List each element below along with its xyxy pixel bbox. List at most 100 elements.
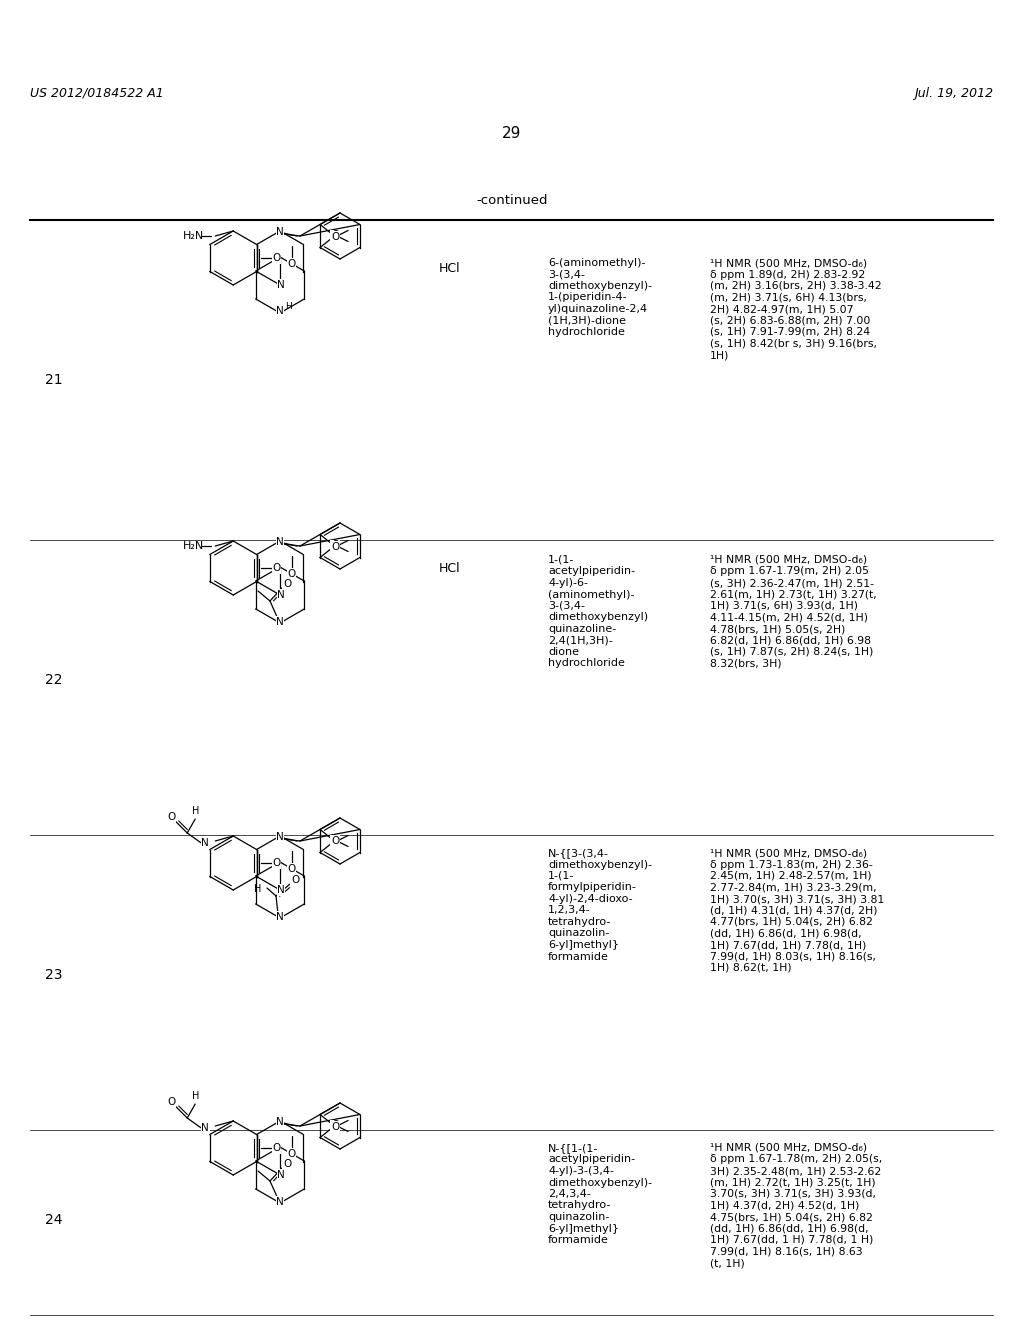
Text: tetrahydro-: tetrahydro- [548, 917, 611, 927]
Text: 2,4,3,4-: 2,4,3,4- [548, 1189, 591, 1199]
Text: Jul. 19, 2012: Jul. 19, 2012 [913, 87, 993, 99]
Text: 2.61(m, 1H) 2.73(t, 1H) 3.27(t,: 2.61(m, 1H) 2.73(t, 1H) 3.27(t, [710, 590, 877, 599]
Text: N: N [276, 1197, 284, 1206]
Text: HCl: HCl [439, 562, 461, 576]
Text: 7.99(d, 1H) 8.16(s, 1H) 8.63: 7.99(d, 1H) 8.16(s, 1H) 8.63 [710, 1246, 862, 1257]
Text: quinazolin-: quinazolin- [548, 928, 609, 939]
Text: ¹H NMR (500 MHz, DMSO-d₆): ¹H NMR (500 MHz, DMSO-d₆) [710, 1143, 867, 1152]
Text: 1H) 3.70(s, 3H) 3.71(s, 3H) 3.81: 1H) 3.70(s, 3H) 3.71(s, 3H) 3.81 [710, 894, 885, 904]
Text: 8.32(brs, 3H): 8.32(brs, 3H) [710, 659, 781, 668]
Text: O: O [288, 259, 296, 269]
Text: hydrochloride: hydrochloride [548, 327, 625, 337]
Text: tetrahydro-: tetrahydro- [548, 1200, 611, 1210]
Text: 4.78(brs, 1H) 5.05(s, 2H): 4.78(brs, 1H) 5.05(s, 2H) [710, 624, 846, 634]
Text: acetylpiperidin-: acetylpiperidin- [548, 566, 635, 577]
Text: (s, 2H) 6.83-6.88(m, 2H) 7.00: (s, 2H) 6.83-6.88(m, 2H) 7.00 [710, 315, 870, 326]
Text: N: N [276, 227, 284, 238]
Text: N: N [276, 537, 284, 546]
Text: (s, 1H) 7.87(s, 2H) 8.24(s, 1H): (s, 1H) 7.87(s, 2H) 8.24(s, 1H) [710, 647, 873, 657]
Text: O: O [331, 231, 339, 242]
Text: N: N [276, 832, 284, 842]
Text: formamide: formamide [548, 952, 609, 961]
Text: (t, 1H): (t, 1H) [710, 1258, 744, 1269]
Text: quinazoline-: quinazoline- [548, 624, 616, 634]
Text: O: O [291, 875, 299, 884]
Text: HCl: HCl [439, 261, 461, 275]
Text: (d, 1H) 4.31(d, 1H) 4.37(d, 2H): (d, 1H) 4.31(d, 1H) 4.37(d, 2H) [710, 906, 878, 916]
Text: O: O [272, 858, 281, 869]
Text: O: O [272, 1143, 281, 1152]
Text: 4-yl)-2,4-dioxo-: 4-yl)-2,4-dioxo- [548, 894, 633, 904]
Text: 1-(1-: 1-(1- [548, 871, 574, 880]
Text: O: O [331, 836, 339, 846]
Text: (1H,3H)-dione: (1H,3H)-dione [548, 315, 626, 326]
Text: 4-yl)-6-: 4-yl)-6- [548, 578, 588, 587]
Text: 3-(3,4-: 3-(3,4- [548, 601, 585, 611]
Text: H₂N: H₂N [183, 231, 205, 242]
Text: acetylpiperidin-: acetylpiperidin- [548, 1155, 635, 1164]
Text: 3H) 2.35-2.48(m, 1H) 2.53-2.62: 3H) 2.35-2.48(m, 1H) 2.53-2.62 [710, 1166, 882, 1176]
Text: 21: 21 [45, 374, 62, 387]
Text: O: O [283, 579, 291, 589]
Text: dimethoxybenzyl)-: dimethoxybenzyl)- [548, 281, 652, 290]
Text: 6.82(d, 1H) 6.86(dd, 1H) 6.98: 6.82(d, 1H) 6.86(dd, 1H) 6.98 [710, 635, 871, 645]
Text: dimethoxybenzyl)-: dimethoxybenzyl)- [548, 1177, 652, 1188]
Text: N: N [278, 280, 285, 290]
Text: (aminomethyl)-: (aminomethyl)- [548, 590, 635, 599]
Text: O: O [331, 1121, 339, 1130]
Text: (s, 1H) 7.91-7.99(m, 2H) 8.24: (s, 1H) 7.91-7.99(m, 2H) 8.24 [710, 327, 870, 337]
Text: H: H [191, 807, 199, 816]
Text: dione: dione [548, 647, 579, 657]
Text: 23: 23 [45, 968, 62, 982]
Text: 2.77-2.84(m, 1H) 3.23-3.29(m,: 2.77-2.84(m, 1H) 3.23-3.29(m, [710, 883, 877, 892]
Text: (s, 1H) 8.42(br s, 3H) 9.16(brs,: (s, 1H) 8.42(br s, 3H) 9.16(brs, [710, 338, 877, 348]
Text: (m, 1H) 2.72(t, 1H) 3.25(t, 1H): (m, 1H) 2.72(t, 1H) 3.25(t, 1H) [710, 1177, 876, 1188]
Text: O: O [272, 253, 281, 263]
Text: O: O [283, 1159, 291, 1170]
Text: hydrochloride: hydrochloride [548, 659, 625, 668]
Text: O: O [331, 1122, 339, 1131]
Text: δ ppm 1.67-1.79(m, 2H) 2.05: δ ppm 1.67-1.79(m, 2H) 2.05 [710, 566, 869, 577]
Text: O: O [331, 231, 339, 240]
Text: H: H [285, 302, 292, 312]
Text: O: O [167, 812, 175, 822]
Text: N: N [202, 1123, 209, 1133]
Text: 7.99(d, 1H) 8.03(s, 1H) 8.16(s,: 7.99(d, 1H) 8.03(s, 1H) 8.16(s, [710, 952, 876, 961]
Text: N: N [276, 1117, 284, 1127]
Text: 2H) 4.82-4.97(m, 1H) 5.07: 2H) 4.82-4.97(m, 1H) 5.07 [710, 304, 853, 314]
Text: ¹H NMR (500 MHz, DMSO-d₆): ¹H NMR (500 MHz, DMSO-d₆) [710, 847, 867, 858]
Text: N: N [278, 1170, 285, 1180]
Text: 2.45(m, 1H) 2.48-2.57(m, 1H): 2.45(m, 1H) 2.48-2.57(m, 1H) [710, 871, 871, 880]
Text: O: O [288, 1148, 296, 1159]
Text: H: H [254, 884, 261, 894]
Text: 29: 29 [503, 125, 521, 140]
Text: 3.70(s, 3H) 3.71(s, 3H) 3.93(d,: 3.70(s, 3H) 3.71(s, 3H) 3.93(d, [710, 1189, 876, 1199]
Text: formamide: formamide [548, 1236, 609, 1245]
Text: yl)quinazoline-2,4: yl)quinazoline-2,4 [548, 304, 648, 314]
Text: 2,4(1H,3H)-: 2,4(1H,3H)- [548, 635, 612, 645]
Text: N-{[1-(1-: N-{[1-(1- [548, 1143, 598, 1152]
Text: O: O [331, 541, 339, 552]
Text: N-{[3-(3,4-: N-{[3-(3,4- [548, 847, 609, 858]
Text: N: N [276, 616, 284, 627]
Text: ¹H NMR (500 MHz, DMSO-d₆): ¹H NMR (500 MHz, DMSO-d₆) [710, 257, 867, 268]
Text: US 2012/0184522 A1: US 2012/0184522 A1 [30, 87, 164, 99]
Text: 1H): 1H) [710, 350, 729, 360]
Text: O: O [288, 569, 296, 578]
Text: 6-yl]methyl}: 6-yl]methyl} [548, 1224, 618, 1233]
Text: N: N [202, 838, 209, 847]
Text: O: O [167, 1097, 175, 1107]
Text: δ ppm 1.67-1.78(m, 2H) 2.05(s,: δ ppm 1.67-1.78(m, 2H) 2.05(s, [710, 1155, 883, 1164]
Text: 1H) 3.71(s, 6H) 3.93(d, 1H): 1H) 3.71(s, 6H) 3.93(d, 1H) [710, 601, 858, 611]
Text: dimethoxybenzyl)-: dimethoxybenzyl)- [548, 859, 652, 870]
Text: (m, 2H) 3.16(brs, 2H) 3.38-3.42: (m, 2H) 3.16(brs, 2H) 3.38-3.42 [710, 281, 882, 290]
Text: H: H [191, 1092, 199, 1101]
Text: 1,2,3,4-: 1,2,3,4- [548, 906, 591, 916]
Text: N: N [276, 912, 284, 921]
Text: δ ppm 1.73-1.83(m, 2H) 2.36-: δ ppm 1.73-1.83(m, 2H) 2.36- [710, 859, 872, 870]
Text: 1-(piperidin-4-: 1-(piperidin-4- [548, 293, 628, 302]
Text: O: O [331, 540, 339, 550]
Text: (s, 3H) 2.36-2.47(m, 1H) 2.51-: (s, 3H) 2.36-2.47(m, 1H) 2.51- [710, 578, 874, 587]
Text: quinazolin-: quinazolin- [548, 1212, 609, 1222]
Text: 4.11-4.15(m, 2H) 4.52(d, 1H): 4.11-4.15(m, 2H) 4.52(d, 1H) [710, 612, 868, 623]
